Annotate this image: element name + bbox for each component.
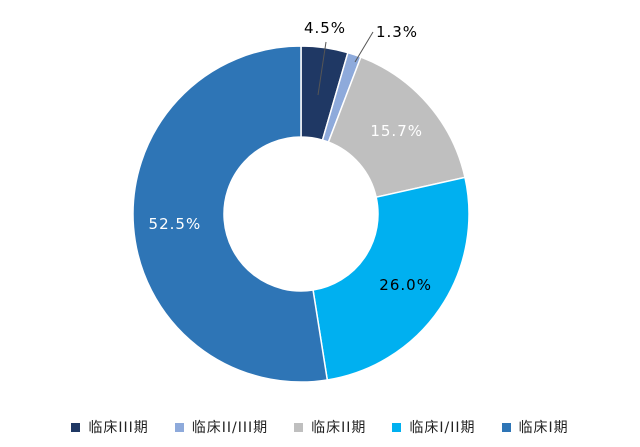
slice-4 — [132, 45, 329, 383]
slice-label-3: 26.0% — [379, 276, 432, 294]
legend-item-1: 临床II/III期 — [174, 417, 269, 437]
legend-swatch-1 — [174, 422, 184, 432]
legend-label-4: 临床I期 — [518, 420, 569, 436]
legend-label-1: 临床II/III期 — [191, 420, 269, 436]
slice-label-1: 1.3% — [376, 23, 418, 41]
slices-group — [132, 45, 470, 383]
slice-2 — [327, 56, 466, 199]
slice-label-4: 52.5% — [149, 215, 202, 233]
slice-label-0: 4.5% — [304, 19, 346, 37]
legend-item-4: 临床I期 — [501, 417, 569, 437]
leader-line-1 — [354, 31, 374, 63]
legend-item-0: 临床III期 — [71, 417, 148, 437]
legend-label-0: 临床III期 — [88, 420, 149, 436]
slice-3 — [312, 176, 470, 381]
donut-chart-svg: 4.5% 1.3% 15.7% 26.0% 52.5% — [132, 19, 470, 383]
legend-swatch-0 — [71, 422, 81, 432]
legend-swatch-2 — [294, 422, 304, 432]
legend-item-2: 临床II期 — [294, 417, 366, 437]
leader-line-0 — [317, 41, 327, 96]
slice-label-2: 15.7% — [370, 122, 423, 140]
legend-label-2: 临床II期 — [311, 420, 367, 436]
legend-swatch-4 — [501, 422, 511, 432]
legend-swatch-3 — [392, 422, 402, 432]
legend-item-3: 临床I/II期 — [392, 417, 475, 437]
labels-group: 4.5% 1.3% 15.7% 26.0% 52.5% — [149, 19, 432, 294]
legend-label-3: 临床I/II期 — [409, 420, 476, 436]
chart-legend: 临床III期 临床II/III期 临床II期 临床I/II期 临床I期 — [0, 412, 640, 442]
